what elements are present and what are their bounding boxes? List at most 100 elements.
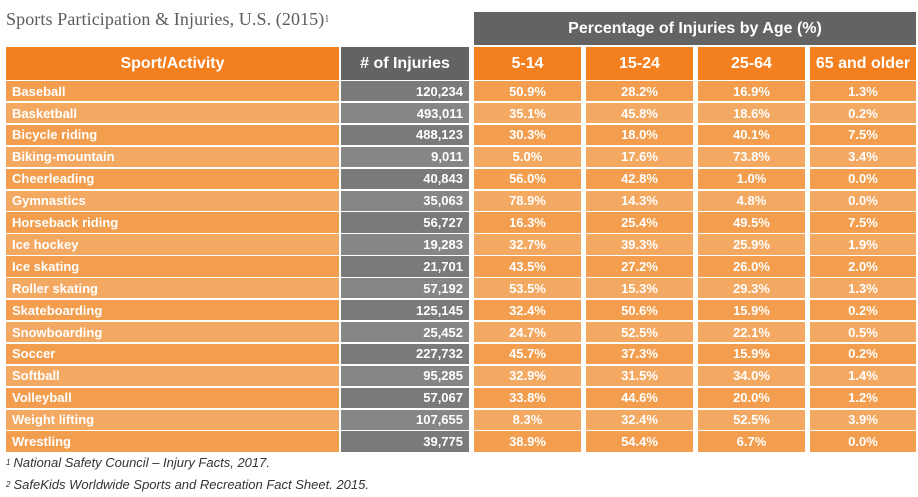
pct-5-14: 45.7% xyxy=(474,343,581,365)
injury-count: 57,192 xyxy=(341,278,469,299)
pct-15-24: 17.6% xyxy=(586,146,693,168)
injury-count: 120,234 xyxy=(341,81,469,102)
pct-15-24: 27.2% xyxy=(586,256,693,277)
pct-25-64: 49.5% xyxy=(698,212,805,233)
injury-count: 25,452 xyxy=(341,321,469,343)
pct-65-older: 1.3% xyxy=(810,278,916,299)
pct-65-older: 0.2% xyxy=(810,102,916,124)
pct-15-24: 54.4% xyxy=(586,431,693,452)
pct-25-64: 22.1% xyxy=(698,321,805,343)
injury-count: 493,011 xyxy=(341,102,469,124)
pct-65-older: 1.2% xyxy=(810,387,916,408)
pct-5-14: 35.1% xyxy=(474,102,581,124)
pct-15-24: 52.5% xyxy=(586,321,693,343)
pct-5-14: 32.9% xyxy=(474,365,581,387)
sport-name: Roller skating xyxy=(6,278,339,299)
table-title: Sports Participation & Injuries, U.S. (2… xyxy=(6,9,329,30)
pct-25-64: 40.1% xyxy=(698,124,805,146)
pct-25-64: 1.0% xyxy=(698,168,805,189)
pct-15-24: 42.8% xyxy=(586,168,693,189)
pct-65-older: 0.5% xyxy=(810,321,916,343)
injury-count: 57,067 xyxy=(341,387,469,408)
injury-count: 95,285 xyxy=(341,365,469,387)
sport-name: Snowboarding xyxy=(6,321,339,343)
pct-65-older: 0.0% xyxy=(810,431,916,452)
pct-5-14: 5.0% xyxy=(474,146,581,168)
pct-25-64: 26.0% xyxy=(698,256,805,277)
pct-15-24: 25.4% xyxy=(586,212,693,233)
pct-15-24: 50.6% xyxy=(586,300,693,321)
pct-25-64: 25.9% xyxy=(698,234,805,255)
pct-25-64: 34.0% xyxy=(698,365,805,387)
pct-25-64: 15.9% xyxy=(698,343,805,365)
pct-5-14: 43.5% xyxy=(474,256,581,277)
pct-25-64: 6.7% xyxy=(698,431,805,452)
sport-name: Baseball xyxy=(6,81,339,102)
injury-count: 125,145 xyxy=(341,300,469,321)
pct-65-older: 7.5% xyxy=(810,212,916,233)
sport-name: Cheerleading xyxy=(6,168,339,189)
age-group-header: Percentage of Injuries by Age (%) xyxy=(474,12,916,45)
pct-15-24: 45.8% xyxy=(586,102,693,124)
pct-15-24: 14.3% xyxy=(586,190,693,211)
sport-name: Wrestling xyxy=(6,431,339,452)
header-sport: Sport/Activity xyxy=(6,47,339,80)
footnote-1: 1 National Safety Council – Injury Facts,… xyxy=(6,455,270,470)
title-footnote-mark: 1 xyxy=(324,14,330,25)
injury-count: 19,283 xyxy=(341,234,469,255)
pct-65-older: 0.0% xyxy=(810,190,916,211)
sport-name: Volleyball xyxy=(6,387,339,408)
pct-5-14: 24.7% xyxy=(474,321,581,343)
sport-name: Weight lifting xyxy=(6,409,339,430)
header-age-65-older: 65 and older xyxy=(810,47,916,80)
pct-5-14: 50.9% xyxy=(474,81,581,102)
injury-count: 107,655 xyxy=(341,409,469,430)
pct-15-24: 31.5% xyxy=(586,365,693,387)
pct-5-14: 8.3% xyxy=(474,409,581,430)
pct-15-24: 15.3% xyxy=(586,278,693,299)
pct-65-older: 1.9% xyxy=(810,234,916,255)
pct-65-older: 2.0% xyxy=(810,256,916,277)
pct-5-14: 38.9% xyxy=(474,431,581,452)
pct-15-24: 28.2% xyxy=(586,81,693,102)
sport-name: Ice hockey xyxy=(6,234,339,255)
pct-25-64: 16.9% xyxy=(698,81,805,102)
pct-65-older: 0.2% xyxy=(810,300,916,321)
sport-name: Basketball xyxy=(6,102,339,124)
injury-count: 39,775 xyxy=(341,431,469,452)
pct-5-14: 78.9% xyxy=(474,190,581,211)
pct-15-24: 44.6% xyxy=(586,387,693,408)
injury-count: 488,123 xyxy=(341,124,469,146)
pct-15-24: 39.3% xyxy=(586,234,693,255)
footnotes: 1 National Safety Council – Injury Facts,… xyxy=(6,453,369,497)
injury-count: 35,063 xyxy=(341,190,469,211)
pct-65-older: 3.9% xyxy=(810,409,916,430)
header-age-25-64: 25-64 xyxy=(698,47,805,80)
injury-count: 56,727 xyxy=(341,212,469,233)
injury-count: 9,011 xyxy=(341,146,469,168)
pct-5-14: 32.4% xyxy=(474,300,581,321)
sport-name: Biking-mountain xyxy=(6,146,339,168)
pct-25-64: 52.5% xyxy=(698,409,805,430)
pct-5-14: 53.5% xyxy=(474,278,581,299)
sport-name: Gymnastics xyxy=(6,190,339,211)
sport-name: Ice skating xyxy=(6,256,339,277)
header-injuries: # of Injuries xyxy=(341,47,469,80)
pct-25-64: 29.3% xyxy=(698,278,805,299)
pct-15-24: 18.0% xyxy=(586,124,693,146)
header-age-15-24: 15-24 xyxy=(586,47,693,80)
pct-25-64: 15.9% xyxy=(698,300,805,321)
title-text: Sports Participation & Injuries, U.S. (2… xyxy=(6,9,325,29)
injury-count: 21,701 xyxy=(341,256,469,277)
injury-count: 40,843 xyxy=(341,168,469,189)
pct-5-14: 56.0% xyxy=(474,168,581,189)
footnote-2: 2 SafeKids Worldwide Sports and Recreatio… xyxy=(6,477,369,492)
pct-5-14: 32.7% xyxy=(474,234,581,255)
injury-count: 227,732 xyxy=(341,343,469,365)
pct-25-64: 20.0% xyxy=(698,387,805,408)
pct-65-older: 3.4% xyxy=(810,146,916,168)
sport-name: Softball xyxy=(6,365,339,387)
pct-25-64: 18.6% xyxy=(698,102,805,124)
pct-65-older: 1.4% xyxy=(810,365,916,387)
